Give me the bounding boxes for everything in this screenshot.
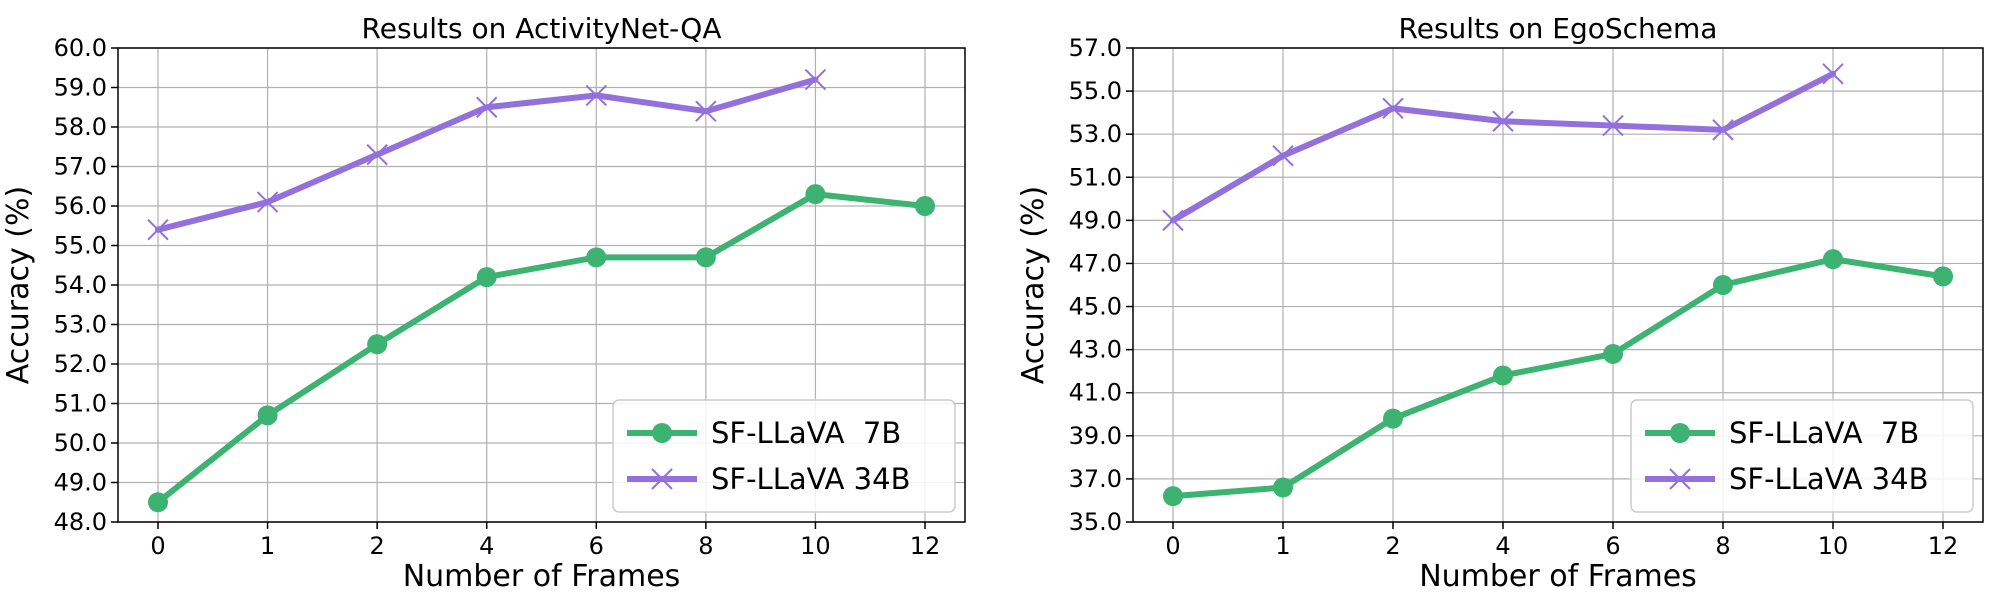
legend-marker-circle (1670, 423, 1690, 443)
x-tick-label: 1 (1275, 532, 1290, 560)
legend: SF-LLaVA 7B SF-LLaVA 34B (612, 399, 956, 513)
data-point-x (476, 96, 498, 118)
y-axis-label: Accuracy (%) (1016, 186, 1051, 384)
series-2 (147, 68, 827, 241)
legend-label: SF-LLaVA 34B (1729, 462, 1928, 496)
data-point-x (1162, 209, 1184, 232)
x-tick-label: 0 (150, 532, 165, 560)
data-point-x (1382, 97, 1404, 120)
y-tick-label: 43.0 (1069, 336, 1122, 364)
series-1 (1163, 249, 1953, 507)
y-tick-label: 51.0 (1069, 163, 1122, 191)
y-tick-label: 51.0 (54, 390, 107, 418)
y-tick-label: 58.0 (54, 113, 107, 141)
y-tick-label: 37.0 (1069, 465, 1122, 493)
data-point-circle (1383, 408, 1403, 429)
x-tick-label: 10 (1818, 532, 1849, 560)
chart-panel-2: 0 1 2 4 6 8 10 1235.037.039.041.043.045.047.049… (1016, 12, 1984, 594)
legend-marker-circle (652, 423, 672, 443)
x-tick-label: 8 (1715, 532, 1730, 560)
x-tick-label: 10 (800, 532, 831, 560)
data-point-circle (148, 492, 168, 513)
series-line (155, 191, 928, 506)
x-tick-label: 12 (910, 532, 941, 560)
data-point-circle (367, 334, 388, 355)
y-tick-label: 52.0 (54, 350, 107, 378)
y-axis-label: Accuracy (%) (1, 186, 36, 384)
legend-marker-x (1669, 468, 1691, 490)
legend-box (1630, 399, 1974, 513)
x-tick-label: 4 (1495, 532, 1510, 560)
data-point-x (147, 218, 169, 241)
y-tick-label: 49.0 (54, 469, 107, 497)
legend-label: SF-LLaVA 7B (1729, 416, 1919, 450)
x-tick-label: 2 (1385, 532, 1400, 560)
data-point-circle (1163, 486, 1183, 507)
y-tick-label: 55.0 (1069, 77, 1122, 105)
data-point-x (1712, 119, 1734, 141)
x-tick-label: 12 (1928, 532, 1959, 560)
chart-title: Results on ActivityNet-QA (362, 12, 722, 45)
data-point-x (256, 191, 279, 213)
data-point-x (695, 100, 717, 122)
y-tick-label: 59.0 (54, 74, 107, 102)
y-tick-label: 39.0 (1069, 422, 1122, 450)
y-tick-label: 50.0 (54, 429, 107, 457)
data-point-x (1492, 110, 1514, 132)
x-axis-label: Number of Frames (1419, 559, 1697, 594)
data-point-circle (1603, 343, 1623, 364)
legend-label: SF-LLaVA 34B (711, 462, 910, 496)
series-1 (148, 184, 935, 513)
y-tick-label: 54.0 (54, 271, 107, 299)
y-tick-label: 35.0 (1069, 508, 1122, 536)
y-tick-label: 49.0 (1069, 206, 1122, 234)
legend: SF-LLaVA 7B SF-LLaVA 34B (1630, 399, 1974, 513)
series-2 (1162, 63, 1844, 232)
y-tick-label: 53.0 (1069, 120, 1122, 148)
y-tick-label: 48.0 (54, 508, 107, 536)
x-tick-label: 6 (589, 532, 604, 560)
series-line (1170, 256, 1946, 500)
data-point-circle (805, 184, 826, 205)
x-tick-label: 0 (1165, 532, 1180, 560)
data-point-circle (1713, 275, 1733, 295)
y-tick-label: 57.0 (1069, 34, 1122, 62)
x-axis-label: Number of Frames (403, 559, 681, 594)
data-point-circle (915, 196, 935, 216)
data-point-circle (1493, 365, 1513, 386)
y-tick-label: 57.0 (54, 153, 107, 181)
data-point-circle (586, 247, 607, 268)
y-tick-label: 56.0 (54, 192, 107, 220)
data-point-x (1272, 145, 1294, 167)
data-point-x (366, 143, 388, 166)
legend-label: SF-LLaVA 7B (711, 416, 901, 450)
data-point-circle (1823, 249, 1843, 270)
x-tick-label: 6 (1605, 532, 1620, 560)
legend-marker-x (651, 468, 673, 490)
data-point-x (1822, 63, 1844, 85)
y-tick-label: 47.0 (1069, 249, 1122, 277)
y-tick-label: 60.0 (54, 34, 107, 62)
y-tick-label: 45.0 (1069, 293, 1122, 321)
x-tick-label: 8 (698, 532, 713, 560)
x-tick-label: 4 (479, 532, 494, 560)
y-tick-label: 41.0 (1069, 379, 1122, 407)
data-point-circle (1273, 477, 1293, 498)
data-point-circle (257, 405, 278, 426)
data-point-circle (695, 247, 716, 268)
data-point-circle (1933, 266, 1953, 287)
x-tick-label: 1 (260, 532, 275, 560)
chart-panel-1: 0 1 2 4 6 8 10 1248.049.050.051.052.053.054.055… (1, 12, 966, 594)
data-point-circle (476, 267, 497, 288)
legend-box (612, 399, 956, 513)
y-tick-label: 55.0 (54, 232, 107, 260)
y-tick-label: 53.0 (54, 311, 107, 339)
data-point-x (1602, 114, 1624, 137)
data-point-x (585, 84, 607, 107)
data-point-x (804, 68, 827, 91)
chart-title: Results on EgoSchema (1399, 12, 1718, 45)
x-tick-label: 2 (370, 532, 385, 560)
plot-frame (1132, 47, 1984, 523)
